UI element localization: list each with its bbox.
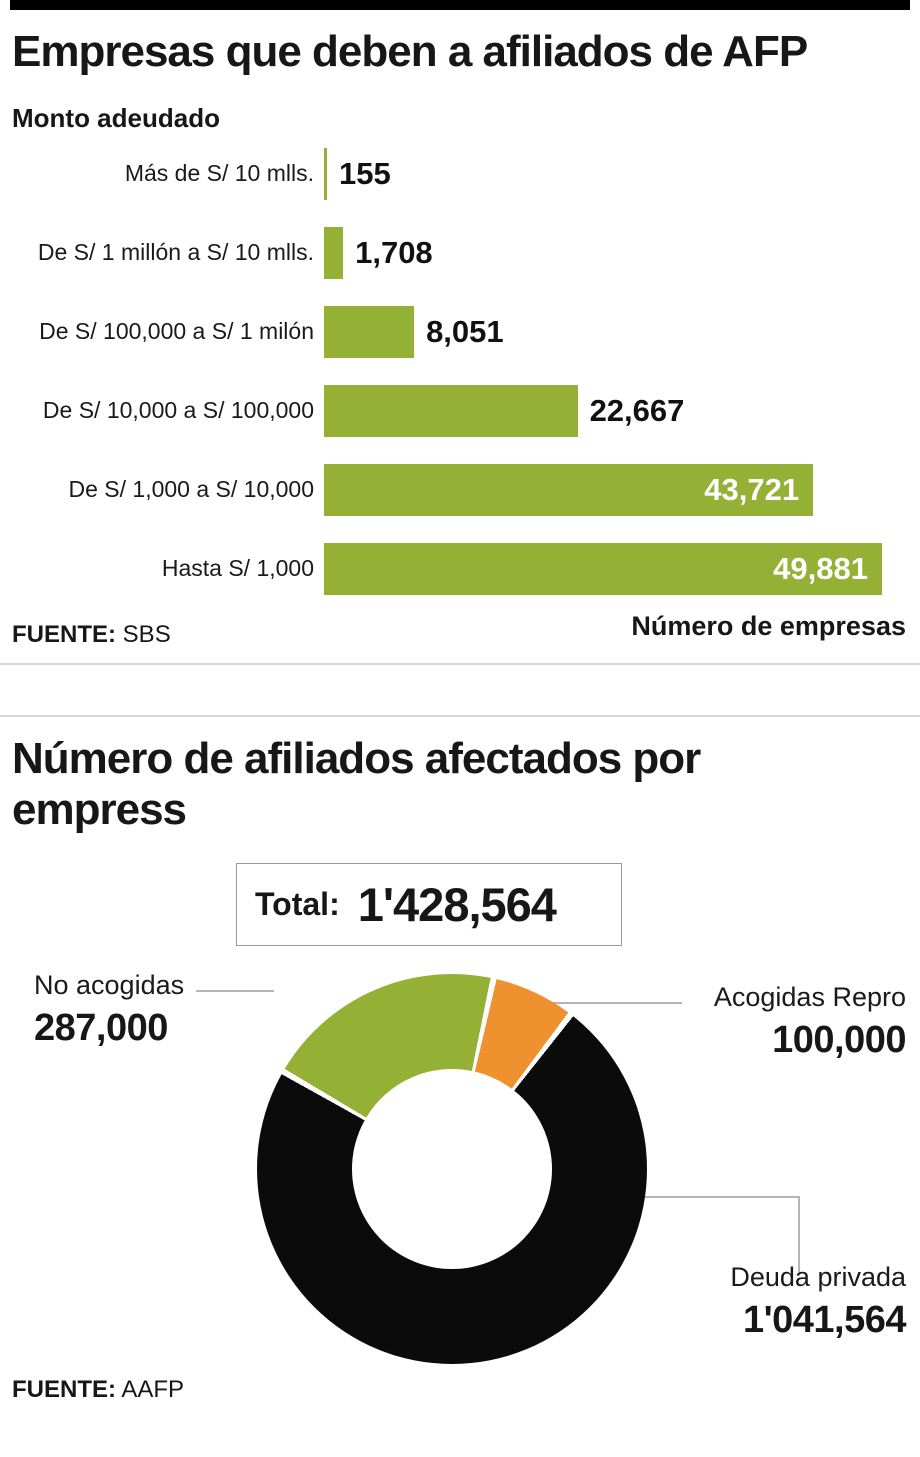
total-label: Total: — [255, 886, 340, 923]
slice-label-no-acogidas: No acogidas 287,000 — [34, 970, 184, 1050]
bar: 49,881 — [324, 543, 882, 596]
total-value: 1'428,564 — [357, 878, 557, 932]
donut-hole — [352, 1069, 552, 1270]
chart1-subtitle: Monto adeudado — [12, 103, 220, 134]
chart1-meta-row: FUENTE: SBS Número de empresas — [12, 611, 906, 649]
leader-line-acogidas — [548, 1002, 682, 1005]
bar-track: 1,708 — [324, 227, 920, 280]
bar-track: 49,881 — [324, 543, 920, 596]
source-value: SBS — [122, 621, 171, 649]
bar-track: 22,667 — [324, 385, 920, 438]
bar-row: Hasta S/ 1,000 49,881 — [0, 543, 920, 596]
bar-value-label: 155 — [339, 156, 391, 192]
bar — [324, 306, 415, 359]
leader-line-deuda-vertical — [798, 1196, 800, 1273]
chart1-source: FUENTE: SBS — [12, 611, 171, 649]
bar — [324, 385, 578, 438]
bar-track: 8,051 — [324, 306, 920, 359]
bar-value-label: 1,708 — [355, 235, 433, 271]
slice-label-deuda-privada: Deuda privada 1'041,564 — [730, 1262, 906, 1342]
bar — [324, 148, 327, 201]
bar-category-label: Hasta S/ 1,000 — [161, 555, 314, 582]
slice-label-acogidas-repro: Acogidas Repro 100,000 — [713, 982, 907, 1062]
source-value: AAFP — [121, 1376, 185, 1404]
section-divider — [0, 663, 920, 666]
section-divider — [0, 715, 920, 718]
slice-value: 287,000 — [34, 1007, 168, 1050]
chart2-source: FUENTE: AAFP — [12, 1376, 920, 1404]
chart1-title: Empresas que deben a afiliados de AFP — [12, 27, 808, 76]
bar-row: De S/ 100,000 a S/ 1 milón 8,051 — [0, 306, 920, 359]
bar-row: De S/ 10,000 a S/ 100,000 22,667 — [0, 385, 920, 438]
bar — [324, 227, 344, 280]
bar-chart: Más de S/ 10 mlls. 155 De S/ 1 millón a S/… — [0, 148, 920, 596]
slice-name: No acogidas — [34, 970, 185, 1001]
bar-category-label: De S/ 1 millón a S/ 10 mlls. — [37, 239, 314, 266]
total-box: Total: 1'428,564 — [236, 863, 622, 947]
slice-value: 1'041,564 — [742, 1299, 907, 1342]
bar-value-label: 8,051 — [426, 314, 504, 350]
bar-value-label: 49,881 — [773, 551, 868, 587]
bar-row: Más de S/ 10 mlls. 155 — [0, 148, 920, 201]
bar-row: De S/ 1,000 a S/ 10,000 43,721 — [0, 464, 920, 517]
bar-category-label: De S/ 100,000 a S/ 1 milón — [39, 318, 314, 345]
leader-line-no-acogidas — [196, 990, 274, 993]
bar-category-label: Más de S/ 10 mlls. — [124, 160, 314, 187]
chart2-title: Número de afiliados afectados por empres… — [12, 734, 701, 835]
bar-track: 155 — [324, 148, 920, 201]
bar: 43,721 — [324, 464, 814, 517]
source-label: FUENTE: — [12, 621, 116, 649]
source-label: FUENTE: — [12, 1376, 116, 1404]
donut-chart: No acogidas 287,000 Acogidas Repro 100,0… — [0, 966, 920, 1366]
x-axis-label: Número de empresas — [631, 611, 906, 642]
slice-name: Acogidas Repro — [713, 982, 906, 1013]
slice-value: 100,000 — [772, 1019, 906, 1062]
slice-name: Deuda privada — [730, 1262, 906, 1293]
bar-category-label: De S/ 10,000 a S/ 100,000 — [42, 397, 314, 424]
bar-category-label: De S/ 1,000 a S/ 10,000 — [68, 476, 314, 503]
leader-line-deuda-horizontal — [645, 1196, 800, 1199]
top-rule — [10, 0, 910, 10]
bar-track: 43,721 — [324, 464, 920, 517]
bar-value-label: 22,667 — [589, 393, 685, 429]
bar-value-label: 43,721 — [704, 472, 800, 508]
bar-row: De S/ 1 millón a S/ 10 mlls. 1,708 — [0, 227, 920, 280]
